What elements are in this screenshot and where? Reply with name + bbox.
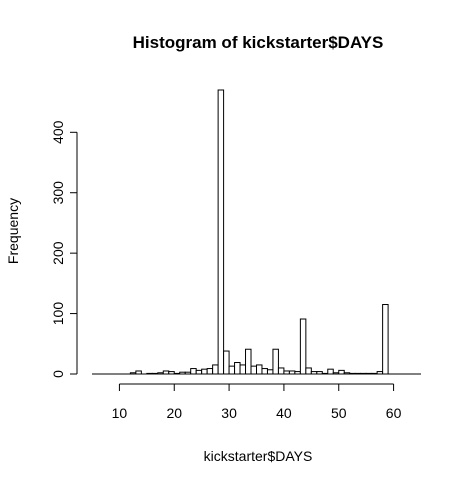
histogram-bar [234, 362, 241, 375]
histogram-bar [327, 368, 334, 375]
y-tick-label: 100 [50, 302, 66, 326]
y-axis: 0 100 200 300 400 [50, 120, 78, 378]
histogram-bar [338, 369, 345, 375]
histogram-bar [206, 368, 214, 375]
histogram-bar [250, 365, 258, 375]
x-axis-label: kickstarter$DAYS [204, 448, 313, 464]
histogram-bar [245, 348, 252, 375]
y-tick-label: 200 [50, 241, 66, 265]
x-tick-label: 30 [221, 405, 237, 421]
x-tick-label: 50 [331, 405, 347, 421]
histogram-bar [305, 367, 312, 375]
x-tick-label: 60 [386, 405, 402, 421]
histogram-bar [228, 365, 236, 375]
histogram-bar [201, 368, 208, 375]
histogram-bar [272, 348, 279, 375]
y-tick-label: 0 [50, 370, 66, 378]
histogram-bar [256, 364, 263, 375]
histogram-bar [212, 364, 219, 375]
histogram-bar [239, 364, 247, 375]
histogram-bar [277, 367, 285, 375]
x-tick-label: 10 [112, 405, 128, 421]
y-tick-label: 400 [50, 120, 66, 144]
x-axis: 10 20 30 40 50 60 [112, 383, 402, 421]
y-tick-label: 300 [50, 181, 66, 205]
x-tick-label: 40 [276, 405, 292, 421]
histogram-bar [382, 304, 389, 375]
histogram-bar [195, 369, 203, 375]
chart-title: Histogram of kickstarter$DAYS [133, 33, 384, 52]
histogram-bar [261, 368, 268, 375]
histogram-bar [299, 318, 307, 375]
histogram-bar [223, 350, 230, 375]
y-axis-label: Frequency [5, 198, 21, 264]
bars-group [92, 89, 421, 375]
x-tick-label: 20 [166, 405, 182, 421]
histogram-bar [266, 369, 274, 375]
histogram-bar [190, 368, 197, 375]
histogram-bar [217, 89, 225, 375]
